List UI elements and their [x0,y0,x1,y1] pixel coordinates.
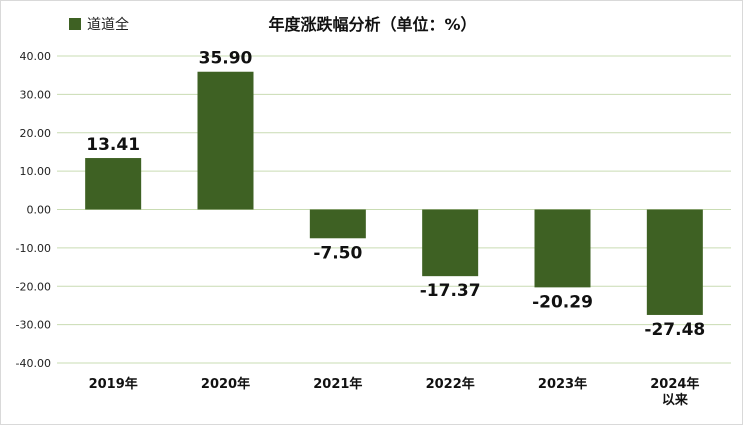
y-tick-label: 40.00 [20,50,52,63]
bar [197,71,254,210]
y-tick-label: -10.00 [16,242,51,255]
y-tick-label: 0.00 [27,204,52,217]
chart-title: 年度涨跌幅分析（单位：%） [268,15,477,34]
category-label: 2024年以来 [650,376,699,408]
bar [646,209,703,315]
bar [422,209,479,277]
y-tick-label: -20.00 [16,280,51,293]
category-label: 2019年 [89,376,138,392]
category-label: 2023年 [538,376,587,392]
data-label: -7.50 [313,243,362,263]
category-label: 2021年 [313,376,362,392]
bar [534,209,591,288]
data-label: 13.41 [86,135,140,155]
y-tick-label: -40.00 [16,357,51,370]
bar [309,209,366,239]
data-label: -17.37 [420,281,481,301]
data-label: -20.29 [532,292,593,312]
legend: 道道全 [69,15,129,33]
data-label: -27.48 [644,320,705,340]
y-tick-label: 10.00 [20,165,52,178]
y-tick-label: 20.00 [20,127,52,140]
category-label: 2020年 [201,376,250,392]
data-label: 35.90 [199,49,253,69]
legend-label: 道道全 [87,17,129,33]
legend-swatch [69,18,81,30]
y-tick-label: -30.00 [16,319,51,332]
bar [85,158,142,210]
y-tick-label: 30.00 [20,88,52,101]
category-label: 2022年 [426,376,475,392]
